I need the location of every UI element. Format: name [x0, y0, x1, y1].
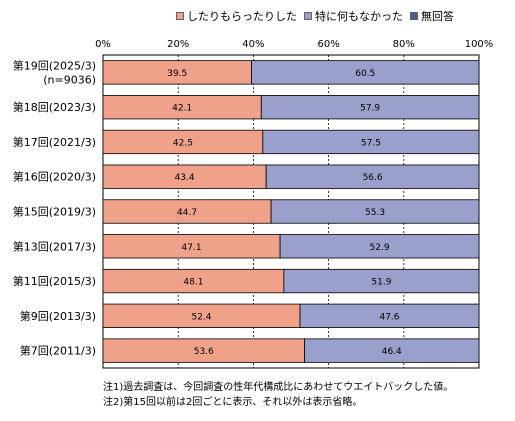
- data-label: 52.9: [370, 243, 390, 253]
- bar-segment: [304, 338, 480, 363]
- data-label: 53.6: [194, 347, 214, 357]
- x-tick-label: 40%: [242, 39, 264, 50]
- stacked-bar-chart: 0% 20% 40% 60% 80% 100% 39.5 60.5 第19回(2025/3)(n…: [13, 39, 494, 369]
- x-tick-label: 60%: [317, 39, 339, 50]
- data-label: 56.6: [363, 173, 383, 183]
- data-label: 47.1: [182, 243, 202, 253]
- bar-segment: [260, 95, 480, 120]
- legend-label: したりもらったりした: [187, 10, 297, 23]
- category-label: 第19回(2025/3): [13, 58, 96, 72]
- category-label: 第18回(2023/3): [13, 100, 96, 114]
- note-line: 注1)過去調査は、今回調査の性年代構成比にあわせてウエイトバックした値。: [103, 382, 454, 393]
- data-label: 48.1: [183, 278, 203, 288]
- x-tick-label: 100%: [465, 39, 494, 50]
- bar-segment: [283, 268, 480, 294]
- data-label: 39.5: [167, 69, 187, 79]
- bar-segment: [270, 199, 480, 224]
- legend-item: したりもらったりした: [176, 8, 297, 24]
- data-label: 55.3: [365, 208, 385, 218]
- category-label: (n=9036): [43, 73, 96, 86]
- legend-swatch: [410, 12, 418, 20]
- category-label: 第13回(2017/3): [13, 239, 96, 253]
- data-label: 46.4: [382, 347, 402, 357]
- bar-segment: [262, 129, 480, 155]
- chart-legend: したりもらったりした 特に何もなかった 無回答: [176, 8, 461, 24]
- data-label: 43.4: [175, 173, 195, 183]
- data-label: 57.9: [360, 104, 380, 114]
- data-label: 52.4: [191, 312, 211, 322]
- legend-swatch: [176, 12, 184, 20]
- data-label: 44.7: [177, 208, 197, 218]
- legend-label: 無回答: [421, 10, 454, 23]
- legend-swatch: [304, 12, 312, 20]
- data-label: 60.5: [355, 69, 375, 79]
- legend-item: 特に何もなかった: [304, 8, 403, 24]
- legend-item: 無回答: [410, 8, 454, 24]
- data-label: 42.1: [172, 104, 192, 114]
- bar-segment: [279, 234, 480, 259]
- category-label: 第15回(2019/3): [13, 205, 96, 219]
- data-label: 42.5: [173, 138, 193, 148]
- category-label: 第11回(2015/3): [13, 274, 96, 288]
- bar-segment: [265, 164, 480, 189]
- note-line: 注2)第15回以前は2回ごとに表示、それ以外は表示省略。: [103, 397, 363, 408]
- legend-label: 特に何もなかった: [315, 10, 403, 23]
- bar-segment: [251, 60, 480, 85]
- data-label: 47.6: [379, 312, 399, 322]
- category-label: 第17回(2021/3): [13, 135, 96, 149]
- category-label: 第16回(2020/3): [13, 170, 96, 184]
- data-label: 57.5: [361, 138, 381, 148]
- x-tick-label: 80%: [393, 39, 415, 50]
- data-label: 51.9: [371, 278, 391, 288]
- category-label: 第9回(2013/3): [20, 309, 96, 323]
- x-tick-label: 0%: [95, 39, 111, 50]
- x-tick-label: 20%: [167, 39, 189, 50]
- chart-notes: 注1)過去調査は、今回調査の性年代構成比にあわせてウエイトバックした値。 注2)…: [103, 380, 453, 410]
- bar-segment: [299, 303, 480, 328]
- category-label: 第7回(2011/3): [20, 344, 96, 358]
